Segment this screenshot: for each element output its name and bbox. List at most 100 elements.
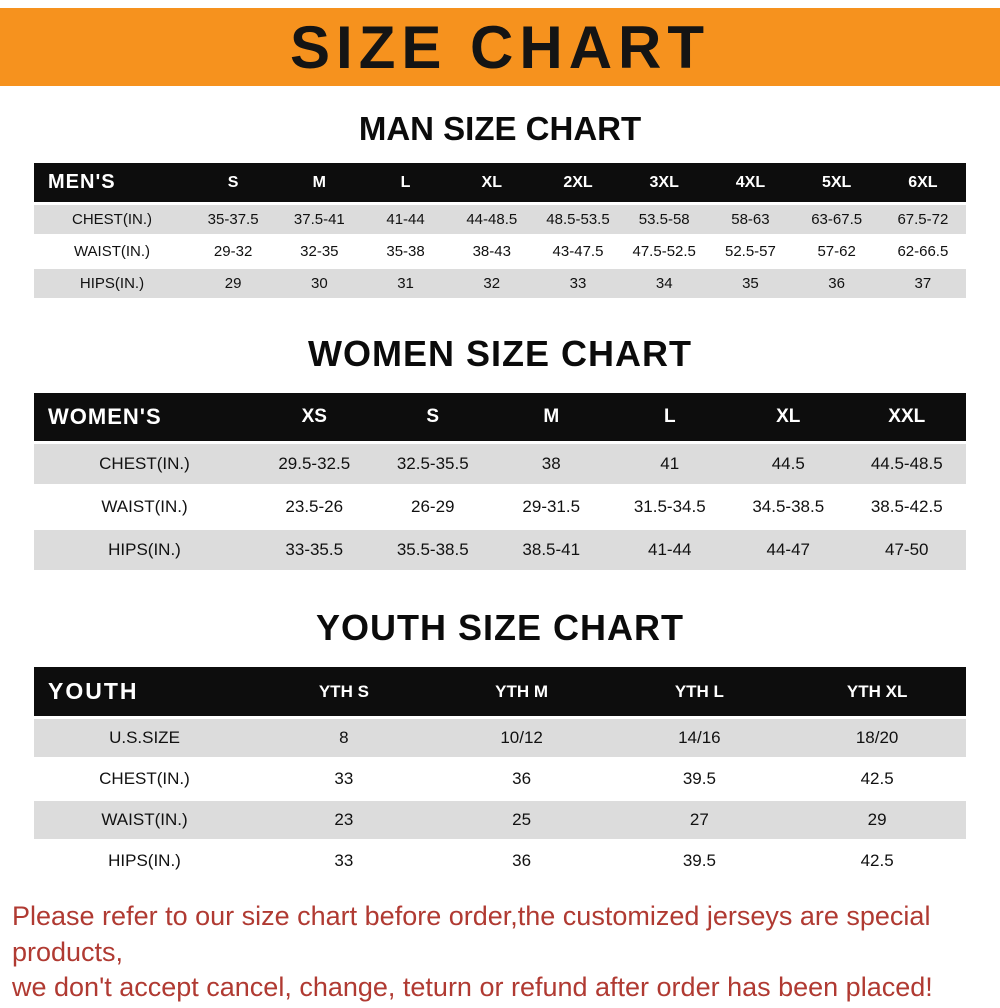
column-header: M [543, 406, 560, 427]
table-row: WAIST(IN.) 29-32 32-35 35-38 38-43 43-47.5 47.… [34, 237, 966, 266]
order-notice-line-1: Please refer to our size chart before or… [12, 901, 931, 967]
size-value-cell: 37 [914, 275, 932, 292]
size-value-cell: 14/16 [678, 728, 721, 747]
table-row: WAIST(IN.) 23.5-26 26-29 29-31.5 31.5-34.5 34… [34, 487, 966, 527]
section-heading-women: WOMEN SIZE CHART [308, 333, 692, 374]
youth-size-table: YOUTH YTH S YTH M YTH L YTH XL U.S.SIZE 8 10/12… [34, 664, 966, 883]
table-header-row: WOMEN'S XS S M L XL XXL [34, 393, 966, 441]
size-value-cell: 33 [569, 275, 587, 292]
size-value-cell: 41 [660, 454, 680, 473]
column-header: S [227, 173, 239, 191]
table-row: HIPS(IN.) 33-35.5 35.5-38.5 38.5-41 41-44 44-… [34, 530, 966, 570]
table-row: CHEST(IN.) 35-37.5 37.5-41 41-44 44-48.5 48.5… [34, 205, 966, 234]
table-row: CHEST(IN.) 33 36 39.5 42.5 [34, 760, 966, 798]
column-header: L [663, 406, 676, 427]
column-header: XL [776, 406, 801, 427]
size-value-cell: 8 [339, 728, 349, 747]
size-value-cell: 39.5 [682, 769, 716, 788]
size-value-cell: 32-35 [300, 243, 339, 260]
size-value-cell: 48.5-53.5 [546, 211, 610, 228]
column-header: 5XL [821, 173, 852, 191]
row-label: HIPS(IN.) [79, 275, 145, 292]
size-value-cell: 30 [310, 275, 328, 292]
size-value-cell: 29-32 [213, 243, 253, 260]
size-value-cell: 35-37.5 [207, 211, 259, 228]
size-value-cell: 62-66.5 [897, 243, 949, 260]
column-header: L [400, 173, 411, 191]
table-row: HIPS(IN.) 29 30 31 32 33 34 35 36 37 [34, 269, 966, 298]
column-header: S [426, 406, 440, 427]
order-notice: Please refer to our size chart before or… [12, 899, 988, 1006]
size-value-cell: 38 [541, 454, 561, 473]
table-title-cell: YOUTH [48, 678, 139, 704]
size-value-cell: 47.5-52.5 [632, 243, 696, 260]
column-header: 4XL [735, 173, 766, 191]
row-label: CHEST(IN.) [99, 454, 190, 473]
size-value-cell: 35-38 [386, 243, 425, 260]
size-value-cell: 35.5-38.5 [396, 540, 469, 559]
column-header: XXL [888, 406, 926, 427]
table-row: WAIST(IN.) 23 25 27 29 [34, 801, 966, 839]
row-label: HIPS(IN.) [108, 851, 181, 870]
women-size-table: WOMEN'S XS S M L XL XXL CHEST(IN.) 29.5-32.5 32.5… [34, 390, 966, 573]
column-header: 2XL [563, 173, 593, 191]
size-value-cell: 29-31.5 [522, 497, 581, 516]
size-value-cell: 29 [867, 810, 887, 829]
size-value-cell: 38-43 [472, 243, 511, 260]
size-value-cell: 10/12 [500, 728, 543, 747]
table-row: HIPS(IN.) 33 36 39.5 42.5 [34, 842, 966, 880]
size-value-cell: 42.5 [860, 769, 894, 788]
order-notice-line-2: we don't accept cancel, change, teturn o… [12, 972, 933, 1003]
column-header: 6XL [908, 173, 938, 191]
table-header-row: YOUTH YTH S YTH M YTH L YTH XL [34, 667, 966, 716]
size-value-cell: 34.5-38.5 [752, 497, 825, 516]
size-value-cell: 44-48.5 [466, 211, 518, 228]
size-value-cell: 44-47 [766, 540, 810, 559]
section-heading-man: MAN SIZE CHART [358, 110, 642, 147]
size-value-cell: 29 [224, 275, 242, 292]
size-value-cell: 33-35.5 [285, 540, 344, 559]
size-value-cell: 41-44 [386, 211, 425, 228]
size-value-cell: 38.5-42.5 [870, 497, 943, 516]
size-value-cell: 36 [512, 851, 532, 870]
size-value-cell: 58-63 [731, 211, 770, 228]
size-value-cell: 57-62 [817, 243, 856, 260]
size-value-cell: 38.5-41 [522, 540, 581, 559]
size-value-cell: 36 [828, 275, 845, 292]
table-title-cell: MEN'S [48, 171, 116, 193]
size-value-cell: 23 [334, 810, 354, 829]
row-label: WAIST(IN.) [101, 810, 188, 829]
size-value-cell: 42.5 [860, 851, 894, 870]
size-value-cell: 31.5-34.5 [633, 497, 706, 516]
table-row: U.S.SIZE 8 10/12 14/16 18/20 [34, 719, 966, 757]
size-value-cell: 36 [512, 769, 532, 788]
column-header: M [312, 173, 326, 191]
table-header-row: MEN'S S M L XL 2XL 3XL 4XL 5XL 6XL [34, 163, 966, 202]
table-title-cell: WOMEN'S [48, 404, 162, 429]
column-header: YTH XL [846, 681, 908, 701]
size-value-cell: 29.5-32.5 [278, 454, 351, 473]
size-value-cell: 31 [397, 275, 414, 292]
size-value-cell: 41-44 [648, 540, 692, 559]
size-value-cell: 67.5-72 [897, 211, 949, 228]
size-value-cell: 26-29 [411, 497, 455, 516]
size-value-cell: 33 [334, 851, 354, 870]
column-header: YTH S [318, 681, 369, 701]
size-value-cell: 37.5-41 [293, 211, 345, 228]
size-value-cell: 44.5-48.5 [870, 454, 943, 473]
men-size-table: MEN'S S M L XL 2XL 3XL 4XL 5XL 6XL CHEST(IN.) 35-37… [34, 160, 966, 301]
size-value-cell: 53.5-58 [638, 211, 690, 228]
column-header: YTH L [674, 681, 724, 701]
column-header: YTH M [495, 681, 549, 701]
column-header: XL [481, 173, 502, 191]
column-header: 3XL [649, 173, 679, 191]
size-value-cell: 44.5 [771, 454, 805, 473]
banner-title: SIZE CHART [290, 13, 710, 81]
size-value-cell: 33 [334, 769, 354, 788]
size-value-cell: 32.5-35.5 [396, 454, 469, 473]
size-value-cell: 34 [655, 275, 673, 292]
size-value-cell: 25 [512, 810, 532, 829]
row-label: CHEST(IN.) [72, 211, 152, 228]
size-value-cell: 52.5-57 [724, 243, 776, 260]
row-label: WAIST(IN.) [73, 243, 151, 260]
